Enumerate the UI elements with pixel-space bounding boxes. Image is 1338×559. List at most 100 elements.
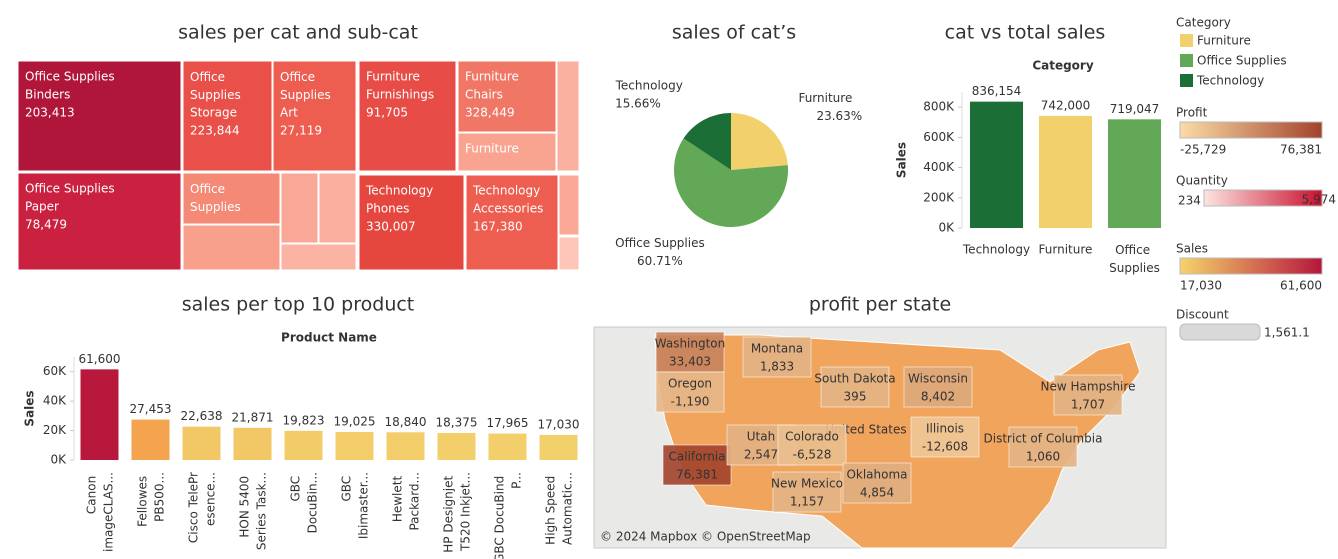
bar: [539, 434, 578, 460]
state: [662, 444, 732, 486]
chart-title: sales per top 10 product: [182, 294, 415, 316]
state-name: Oregon: [668, 377, 712, 391]
y-tick-label: 800K: [923, 100, 955, 114]
bar: [80, 369, 119, 460]
value-label: 719,047: [1110, 102, 1160, 116]
tile-value: 223,844: [190, 124, 240, 138]
tile-value: 203,413: [25, 106, 75, 120]
legend-max: 61,600: [1280, 279, 1322, 293]
tile: [182, 224, 281, 271]
bar: [437, 432, 476, 460]
chart-header: Category: [1032, 59, 1094, 73]
pie-value-label: 23.63%: [816, 109, 862, 123]
tile-value: 27,119: [280, 124, 322, 138]
legend-title: Quantity: [1176, 174, 1228, 188]
bar: [386, 432, 425, 460]
value-label: 742,000: [1041, 98, 1091, 112]
value-label: 19,025: [334, 415, 376, 429]
legend-title: Profit: [1176, 106, 1208, 120]
y-tick-label: 400K: [923, 160, 955, 174]
tile-subcategory: Chairs: [465, 88, 503, 102]
map-attribution: © 2024 Mapbox © OpenStreetMap: [600, 530, 811, 544]
bar: [1108, 119, 1161, 228]
tile: [558, 236, 580, 271]
tile: [280, 243, 357, 271]
pie-slice: [683, 113, 731, 170]
pie-label: Technology: [615, 79, 683, 93]
x-tick-label: GBC DocuBin...: [288, 472, 319, 533]
tile: [556, 60, 580, 172]
legend-value: 1,561.1: [1264, 326, 1310, 340]
tile: [17, 60, 182, 172]
state-value: 4,854: [860, 486, 894, 500]
tile: [280, 172, 319, 244]
y-axis-label: Sales: [895, 142, 909, 178]
value-label: 17,030: [538, 417, 580, 431]
x-tick-label: HP Designjet T520 Inkjet...: [441, 472, 472, 553]
tile: [182, 172, 281, 225]
state: [1008, 426, 1078, 468]
legend-min: 17,030: [1180, 279, 1222, 293]
tile: [558, 174, 580, 236]
legend-swatch: [1180, 74, 1193, 87]
legend-title: Sales: [1176, 242, 1208, 256]
tile: [17, 172, 182, 271]
state-value: 395: [844, 390, 867, 404]
tile-subcategory: Binders: [25, 88, 70, 102]
state-value: -6,528: [793, 448, 832, 462]
tile-value: 330,007: [366, 220, 416, 234]
state-value: 1,707: [1071, 398, 1105, 412]
pie-slice: [674, 138, 788, 227]
y-tick-label: 20K: [43, 423, 67, 437]
value-label: 21,871: [232, 410, 274, 424]
state-value: -1,190: [671, 395, 710, 409]
legend-label: Technology: [1196, 74, 1264, 88]
state: [655, 331, 725, 373]
bar: [284, 430, 323, 460]
tile-category: Furniture: [366, 70, 420, 84]
legend-min: 234: [1178, 194, 1201, 208]
tile: [465, 174, 559, 271]
tile-subcategory: Art: [280, 106, 298, 120]
state-name: New Hampshire: [1041, 380, 1136, 394]
legend-label: Furniture: [1197, 34, 1251, 48]
y-axis-label: Sales: [23, 390, 37, 426]
legend-title: Category: [1176, 16, 1231, 30]
x-tick-label: Office Supplies: [1109, 243, 1160, 275]
chart-header: Product Name: [281, 331, 377, 345]
x-tick-label: Fellowes PB500...: [135, 472, 166, 527]
state: [820, 366, 890, 408]
y-tick-label: 40K: [43, 394, 67, 408]
tile: [358, 60, 457, 172]
state: [777, 424, 847, 466]
tile-subcategory: Storage: [190, 106, 237, 120]
tile: [318, 172, 357, 244]
state: [1053, 374, 1123, 416]
state: [772, 471, 842, 513]
chart-title: sales per cat and sub-cat: [178, 22, 418, 44]
state-value: 2,547: [744, 448, 778, 462]
tile: [358, 174, 465, 271]
state-value: -12,608: [922, 440, 968, 454]
state-name: New Mexico: [771, 477, 843, 491]
value-label: 17,965: [487, 416, 529, 430]
state: [742, 336, 812, 378]
x-tick-label: Canon imageCLAS...: [84, 472, 115, 552]
value-label: 27,453: [130, 402, 172, 416]
x-tick-label: GBC DocuBind P...: [492, 472, 523, 559]
state: [910, 416, 980, 458]
state-name: District of Columbia: [984, 432, 1103, 446]
state-value: 76,381: [676, 468, 718, 482]
state-value: 1,060: [1026, 450, 1060, 464]
state-value: 1,833: [760, 360, 794, 374]
state: [842, 462, 912, 504]
state-name: California: [669, 450, 726, 464]
color-ramp: [1179, 121, 1323, 139]
state-name: Oklahoma: [846, 468, 907, 482]
state: [655, 371, 725, 413]
color-ramp: [1179, 257, 1323, 275]
tile-subcategory: Accessories: [473, 202, 543, 216]
bar: [131, 419, 170, 460]
state-value: 8,402: [921, 390, 955, 404]
legend-max: 5,974: [1302, 193, 1336, 207]
